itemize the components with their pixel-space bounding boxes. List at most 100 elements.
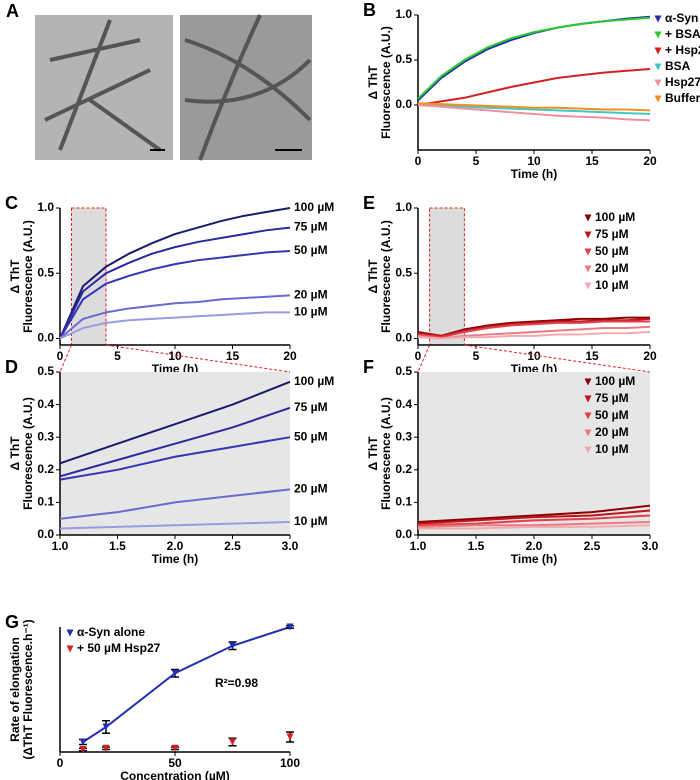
y-axis-title: Rate of elongation <box>8 637 22 742</box>
x-tick-label: 20 <box>643 154 657 168</box>
legend-swatch <box>654 79 662 87</box>
x-tick-label: 15 <box>585 349 599 363</box>
y-axis-title: Fluorescence (A.U.) <box>379 26 393 139</box>
zoom-background <box>60 372 290 535</box>
point <box>286 623 294 631</box>
series-line <box>418 524 651 530</box>
y-axis-title: Fluorescence (A.U.) <box>21 397 35 510</box>
series-line <box>59 311 290 340</box>
legend-swatch <box>654 47 662 55</box>
y-axis-title: Fluorescence (A.U.) <box>379 220 393 333</box>
panel-label: C <box>5 193 18 213</box>
zoom-window <box>429 207 465 346</box>
point <box>286 733 294 741</box>
legend-label: Buffer <box>665 91 700 105</box>
series-line <box>417 504 651 523</box>
series-line <box>417 509 651 525</box>
fibrils <box>184 14 312 161</box>
y-axis-title: Δ ThT <box>366 436 380 471</box>
series-line <box>417 104 651 115</box>
point <box>229 642 236 650</box>
zoom-background <box>418 372 650 535</box>
x-tick-label: 10 <box>527 154 541 168</box>
series-line <box>417 15 651 102</box>
legend-swatch <box>584 446 592 454</box>
series-line <box>417 102 651 112</box>
series-line <box>417 68 651 106</box>
x-tick-label: 3.0 <box>642 539 659 553</box>
panel-label: G <box>5 612 19 632</box>
legend-label: 75 µM <box>595 391 629 405</box>
y-tick-label: 1.0 <box>395 200 412 214</box>
y-tick-label: 0.5 <box>37 265 54 279</box>
x-tick-label: 20 <box>283 349 297 363</box>
x-tick-label: 15 <box>226 349 240 363</box>
x-axis-title: Concentration (µM) <box>120 769 230 780</box>
legend-label: 10 µM <box>595 278 629 292</box>
micrograph <box>180 15 312 160</box>
series-line <box>417 520 651 528</box>
legend-label: α-Syn <box>665 11 698 25</box>
series-line <box>59 488 291 520</box>
x-axis-title: Time (h) <box>152 552 198 566</box>
series-line <box>59 207 291 339</box>
legend-label: Hsp27 <box>665 75 700 89</box>
x-tick-label: 1.0 <box>410 539 427 553</box>
x-tick-label: 1.0 <box>52 539 69 553</box>
series-line <box>59 380 291 465</box>
legend-label: 20 µM <box>294 288 328 302</box>
x-tick-label: 3.0 <box>282 539 299 553</box>
legend-swatch <box>654 15 662 23</box>
y-axis-title: Δ ThT <box>8 436 22 471</box>
legend-swatch <box>584 412 592 420</box>
x-tick-label: 15 <box>585 154 599 168</box>
x-tick-label: 10 <box>527 349 541 363</box>
x-tick-label: 2.5 <box>224 539 241 553</box>
series-line <box>59 294 291 340</box>
panel-label: B <box>363 0 376 20</box>
panel-label: E <box>363 193 375 213</box>
y-tick-label: 0.5 <box>395 364 412 378</box>
series-line <box>59 226 291 339</box>
x-tick-label: 5 <box>114 349 121 363</box>
legend-label: 50 µM <box>595 244 629 258</box>
legend-swatch <box>584 248 592 256</box>
y-tick-label: 0.2 <box>37 462 54 476</box>
y-tick-label: 0.4 <box>395 397 412 411</box>
legend-label: 10 µM <box>595 442 629 456</box>
y-tick-label: 0.5 <box>395 265 412 279</box>
series-line <box>417 330 651 340</box>
legend-label: 100 µM <box>595 374 635 388</box>
y-tick-label: 0.3 <box>37 429 54 443</box>
x-tick-label: 10 <box>168 349 182 363</box>
zoom-window <box>71 207 107 346</box>
legend-swatch <box>584 378 592 386</box>
x-tick-label: 1.5 <box>109 539 126 553</box>
legend-swatch <box>584 214 592 222</box>
legend-label: 75 µM <box>595 227 629 241</box>
zoom-connector <box>105 344 291 373</box>
legend-swatch <box>584 231 592 239</box>
x-tick-label: 0 <box>57 756 64 770</box>
point <box>102 723 110 731</box>
legend-label: 20 µM <box>294 482 328 496</box>
legend-swatch <box>654 95 662 103</box>
legend-swatch <box>584 282 592 290</box>
x-tick-label: 20 <box>643 349 657 363</box>
fibrils <box>44 19 162 152</box>
y-tick-label: 1.0 <box>395 7 412 21</box>
point <box>79 738 87 746</box>
series-line <box>59 436 291 481</box>
x-tick-label: 2.5 <box>584 539 601 553</box>
panel-label: F <box>363 357 374 377</box>
series-line <box>417 317 651 337</box>
y-tick-label: 1.0 <box>37 200 54 214</box>
legend-label: 20 µM <box>595 425 629 439</box>
legend-swatch <box>66 645 74 653</box>
x-tick-label: 2.0 <box>167 539 184 553</box>
series-line <box>417 320 650 339</box>
y-axis-title: Δ ThT <box>366 65 380 100</box>
point <box>79 746 87 753</box>
legend-swatch <box>584 429 592 437</box>
